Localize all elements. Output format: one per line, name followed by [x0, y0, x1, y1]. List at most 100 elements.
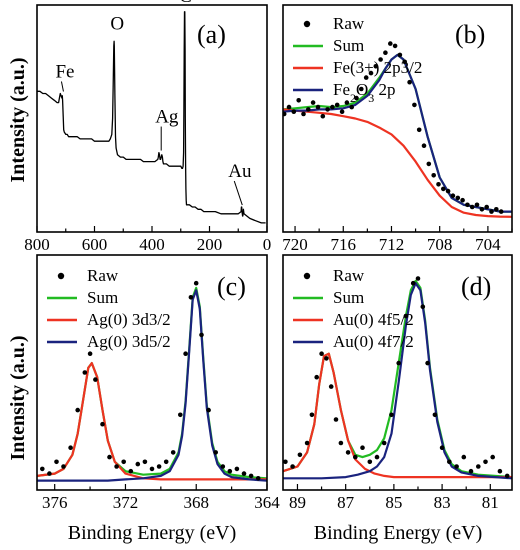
raw-point: [450, 193, 456, 198]
raw-point: [412, 102, 417, 108]
raw-point: [206, 407, 211, 413]
raw-point: [360, 445, 365, 451]
legend-d: Raw Sum Au(0) 4f5/2 Au(0) 4f7/2: [293, 266, 414, 351]
panel-label-d: (d): [461, 272, 491, 301]
raw-point: [234, 466, 240, 472]
raw-point: [381, 440, 387, 446]
x-axis-title-left: Binding Energy (eV): [68, 522, 237, 544]
raw-point: [489, 209, 494, 214]
legend-label-3: Ag(0) 3d5/2: [87, 332, 171, 351]
raw-point: [291, 109, 297, 114]
x-tick-label: 400: [139, 235, 165, 254]
raw-point: [193, 280, 199, 286]
raw-point: [319, 351, 324, 357]
panel-label-c: (c): [217, 272, 246, 301]
raw-point: [407, 79, 412, 85]
raw-point: [439, 445, 445, 451]
raw-point: [156, 464, 162, 469]
raw-point: [363, 75, 369, 80]
panel-d: 89 87 85 83 81 (d) Raw Sum Au(0) 4f5/2 Au(0) 4f7/…: [282, 254, 513, 512]
raw-point: [306, 107, 311, 112]
legend-label-0: Raw: [333, 14, 365, 33]
raw-point: [310, 100, 316, 105]
x-tick-label: 376: [42, 493, 68, 512]
legend-raw-marker: [303, 272, 311, 280]
x-tick-label: 708: [427, 235, 453, 254]
raw-point: [297, 452, 303, 458]
plot-frame-c: [36, 254, 268, 491]
raw-point: [114, 464, 119, 469]
series-line-b-0: [283, 53, 512, 213]
x-tick-label: 704: [475, 235, 501, 254]
series-line-b-2: [283, 53, 512, 213]
legend-label-3: Fe2O3 2p: [333, 80, 396, 105]
raw-point: [183, 351, 188, 357]
peak-label-au: Au: [228, 161, 252, 182]
raw-point: [504, 473, 510, 479]
raw-point: [426, 161, 432, 167]
legend-b: Raw Sum Fe(3+) 2p3/2 Fe2O3 2p: [293, 14, 422, 105]
x-tick-label: 89: [289, 493, 306, 512]
x-tick-label: 372: [113, 493, 139, 512]
raw-point: [325, 107, 330, 112]
panel-c: 376 372 368 364 (c) Raw Sum Ag(0) 3d3/2 Ag(0) 3d…: [36, 254, 280, 512]
plot-area: [283, 276, 512, 480]
raw-point: [68, 445, 73, 451]
raw-point: [368, 70, 374, 76]
raw-point: [415, 276, 421, 281]
raw-point: [392, 43, 398, 49]
raw-point: [328, 384, 334, 389]
x-tick-label: 368: [183, 493, 209, 512]
raw-point: [255, 476, 261, 481]
raw-point: [163, 459, 169, 465]
panel-b: 720 716 712 708 704 (b) Raw Sum Fe(3+) 2p3/2 Fe2O…: [282, 4, 513, 254]
raw-point: [100, 421, 105, 427]
raw-point: [454, 464, 459, 469]
raw-point: [188, 295, 194, 300]
legend-label-3: Au(0) 4f7/2: [333, 332, 414, 351]
raw-point: [75, 407, 80, 413]
raw-point: [315, 104, 321, 110]
raw-point: [330, 104, 335, 110]
raw-point: [388, 41, 393, 46]
series-line-b-1: [283, 108, 512, 218]
peak-label-o: O: [110, 13, 124, 34]
raw-point: [135, 461, 141, 467]
raw-point: [469, 204, 475, 210]
plot-frame-a: [36, 4, 268, 233]
legend-label-0: Raw: [87, 266, 119, 285]
raw-point: [304, 440, 310, 446]
raw-point: [93, 377, 98, 382]
raw-point: [324, 356, 329, 361]
plot-frame-d: [282, 254, 513, 491]
peak-pointer: [60, 81, 64, 92]
x-tick-label: 712: [379, 235, 405, 254]
raw-point: [461, 454, 467, 460]
raw-point: [241, 471, 247, 476]
raw-point: [61, 464, 66, 469]
raw-point: [410, 280, 416, 286]
peak-label-fe: Fe: [55, 62, 74, 83]
raw-point: [121, 459, 126, 465]
raw-point: [490, 454, 496, 460]
raw-point: [128, 468, 134, 474]
raw-point: [425, 360, 430, 366]
raw-point: [220, 464, 226, 469]
raw-point: [82, 370, 88, 375]
plot-frame-b: [282, 4, 513, 233]
raw-point: [290, 464, 295, 469]
series-line-c-2: [37, 289, 267, 482]
raw-point: [178, 412, 183, 418]
y-axis-title-top: Intensity (a.u.): [7, 57, 29, 182]
raw-point: [283, 459, 288, 465]
raw-point: [344, 100, 350, 105]
x-tick-label: 81: [482, 493, 499, 512]
x-tick-label: 0: [263, 235, 272, 254]
raw-point: [334, 102, 340, 108]
raw-point: [338, 440, 344, 446]
raw-point: [420, 304, 426, 310]
raw-point: [460, 197, 465, 203]
raw-point: [389, 412, 394, 418]
raw-point: [479, 207, 485, 212]
raw-point: [170, 450, 176, 455]
